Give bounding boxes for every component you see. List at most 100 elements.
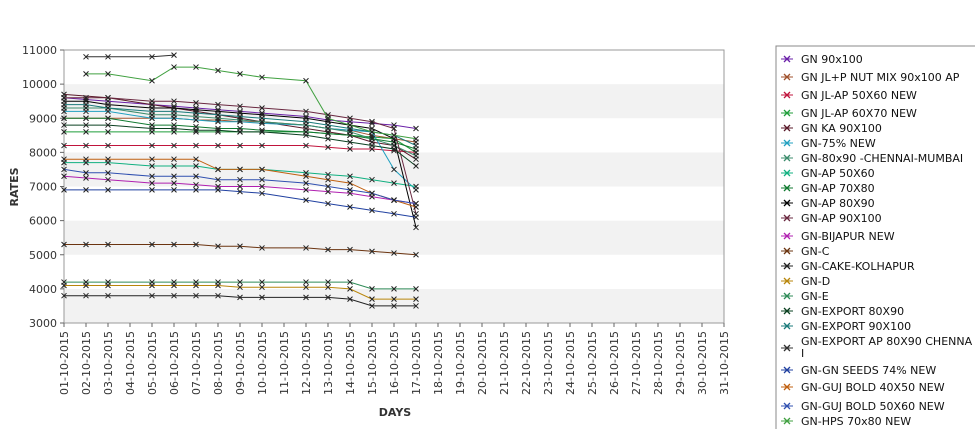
legend-item: GN JL+P NUT MIX 90x100 AP xyxy=(781,71,960,84)
data-point xyxy=(171,156,177,163)
x-tick-label: 15-10-2015 xyxy=(366,331,379,395)
x-tick-label: 21-10-2015 xyxy=(498,331,511,395)
x-tick-label: 22-10-2015 xyxy=(520,331,533,395)
x-tick-label: 28-10-2015 xyxy=(652,331,665,395)
legend-label: GN-E xyxy=(801,290,829,303)
x-tick-label: 08-10-2015 xyxy=(212,331,225,395)
series-line xyxy=(63,93,417,160)
legend-marker xyxy=(783,232,791,240)
data-point xyxy=(171,241,177,248)
y-tick-label: 7000 xyxy=(29,181,57,194)
data-point xyxy=(149,187,155,193)
data-point xyxy=(347,146,353,152)
data-point xyxy=(171,142,177,149)
data-point xyxy=(325,183,331,190)
legend-marker xyxy=(783,109,791,117)
grid-band xyxy=(64,50,724,85)
x-tick-label: 24-10-2015 xyxy=(564,331,577,395)
data-point xyxy=(149,156,155,163)
data-point xyxy=(105,187,111,193)
data-point xyxy=(391,197,397,204)
data-point xyxy=(391,210,397,217)
data-point xyxy=(369,248,375,255)
data-point xyxy=(325,176,331,183)
x-tick-label: 17-10-2015 xyxy=(410,331,423,395)
data-point xyxy=(413,251,419,258)
x-tick-label: 18-10-2015 xyxy=(432,331,445,395)
data-point xyxy=(149,279,155,285)
data-point xyxy=(105,94,111,101)
data-point xyxy=(259,183,265,190)
data-point xyxy=(303,284,309,291)
data-point xyxy=(259,284,265,291)
legend-item: GN-EXPORT 90X100 xyxy=(781,320,911,333)
data-point xyxy=(105,169,111,176)
legend-marker xyxy=(783,322,791,330)
data-point xyxy=(83,122,89,128)
x-tick-label: 05-10-2015 xyxy=(146,331,159,395)
data-point xyxy=(391,250,397,256)
data-point xyxy=(325,144,331,151)
legend-label: GN-EXPORT 90X100 xyxy=(801,320,911,333)
legend-item: GN-E xyxy=(781,290,829,303)
data-point xyxy=(193,241,199,248)
data-point xyxy=(413,214,419,221)
x-tick-label: 02-10-2015 xyxy=(80,331,93,395)
legend-item: GN-EXPORT AP 80X90 CHENNA I xyxy=(781,335,973,360)
data-point xyxy=(325,171,331,178)
data-point xyxy=(325,279,331,285)
data-point xyxy=(259,190,265,197)
x-tick-label: 27-10-2015 xyxy=(630,331,643,395)
x-tick-label: 09-10-2015 xyxy=(234,331,247,395)
data-point xyxy=(149,108,155,115)
data-point xyxy=(193,64,199,70)
x-tick-label: 06-10-2015 xyxy=(168,331,181,395)
legend-item: GN-D xyxy=(781,275,830,288)
data-point xyxy=(347,286,353,292)
y-axis-title: RATES xyxy=(8,167,21,206)
x-tick-label: 25-10-2015 xyxy=(586,331,599,395)
data-point xyxy=(61,187,67,193)
data-point xyxy=(149,241,155,248)
data-point xyxy=(149,163,155,169)
legend-item: GN-80x90 -CHENNAI-MUMBAI xyxy=(781,152,963,165)
x-tick-label: 16-10-2015 xyxy=(388,331,401,395)
data-point xyxy=(83,53,89,60)
data-point xyxy=(237,183,243,190)
legend-item: GN-GUJ BOLD 40X50 NEW xyxy=(781,381,945,394)
data-point xyxy=(413,142,419,149)
data-point xyxy=(391,286,397,292)
data-point xyxy=(347,180,353,186)
x-tick-label: 26-10-2015 xyxy=(608,331,621,395)
series-8 xyxy=(61,115,419,152)
data-point xyxy=(413,303,419,309)
data-point xyxy=(391,180,397,186)
data-point xyxy=(347,122,353,128)
x-tick-label: 10-10-2015 xyxy=(256,331,269,395)
data-point xyxy=(149,292,155,299)
legend-marker xyxy=(783,55,791,63)
data-point xyxy=(149,125,155,132)
legend-item: GN-GUJ BOLD 50X60 NEW xyxy=(781,400,945,413)
data-point xyxy=(347,296,353,302)
data-point xyxy=(61,115,67,122)
data-point xyxy=(149,53,155,60)
data-point xyxy=(193,279,199,285)
series-21 xyxy=(61,166,419,207)
data-point xyxy=(193,163,199,169)
legend-label-line: GN-EXPORT AP 80X90 CHENNA xyxy=(801,335,973,348)
data-point xyxy=(83,175,89,181)
data-point xyxy=(237,71,243,77)
data-point xyxy=(215,127,221,134)
data-point xyxy=(413,296,419,302)
legend-item: GN-C xyxy=(781,245,830,258)
legend-label: GN-AP 70X80 xyxy=(801,182,875,195)
data-point xyxy=(105,105,111,111)
data-point xyxy=(325,130,331,137)
data-point xyxy=(193,127,199,134)
legend-label: GN-80x90 -CHENNAI-MUMBAI xyxy=(801,152,963,165)
data-point xyxy=(391,296,397,302)
data-point xyxy=(347,204,353,210)
data-point xyxy=(61,241,67,248)
data-point xyxy=(61,129,67,135)
